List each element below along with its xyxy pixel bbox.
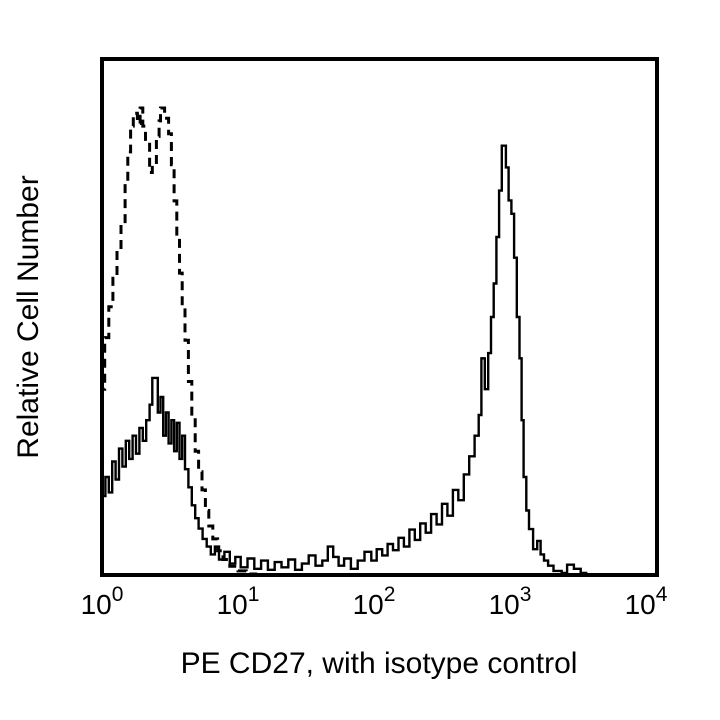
x-tick-label-10e3: 103 — [489, 583, 532, 620]
plot-border — [100, 57, 659, 577]
series-group — [100, 106, 646, 577]
y-axis-label: Relative Cell Number — [12, 175, 45, 458]
x-axis-tick-labels: 100 101 102 103 104 — [81, 583, 668, 620]
x-tick-label-10e4: 104 — [625, 583, 668, 620]
x-tick-label-10e1: 101 — [217, 583, 260, 620]
x-tick-label-10e0: 100 — [81, 583, 124, 620]
series-curve-pe-cd27 — [100, 144, 646, 577]
x-tick-label-10e2: 102 — [353, 583, 396, 620]
series-curve-isotype-control — [100, 106, 646, 577]
x-axis-label: PE CD27, with isotype control — [181, 647, 578, 680]
